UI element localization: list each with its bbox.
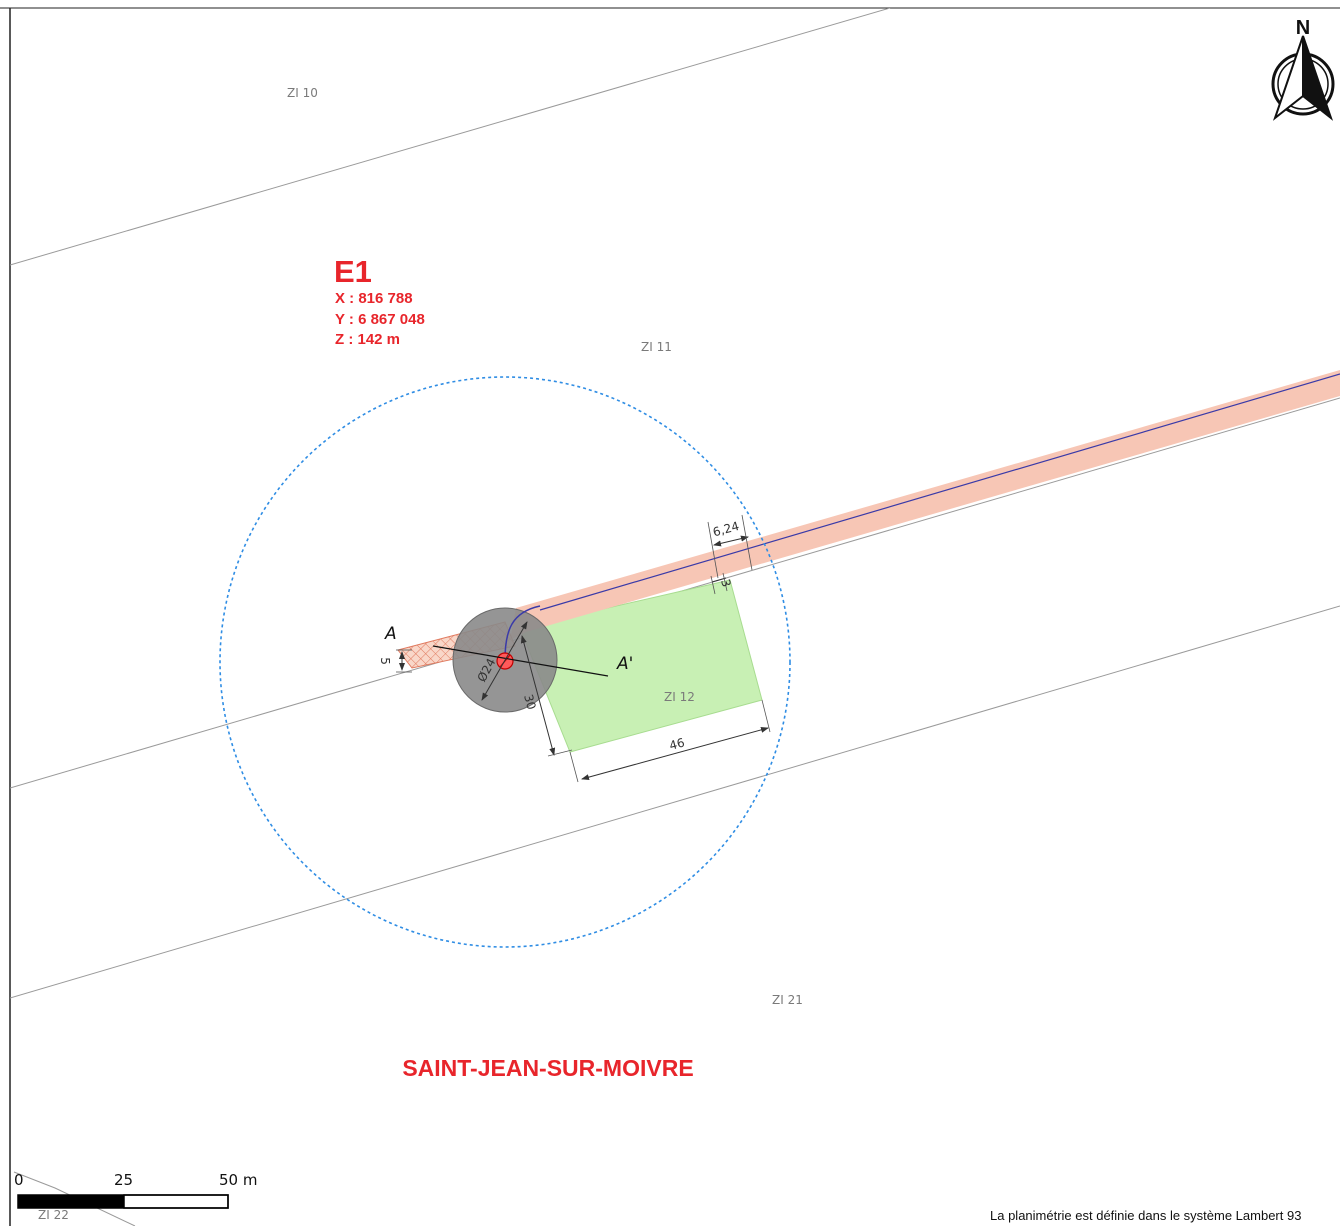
parcel-boundary-line xyxy=(10,605,1340,999)
scale-bar-tick-50: 50 m xyxy=(219,1171,257,1189)
dimension-platform-width-line xyxy=(581,726,769,781)
parcel-boundary-line xyxy=(10,8,891,266)
parcel-label-zi10: ZI 10 xyxy=(287,86,318,100)
dimension-diameter-line xyxy=(481,621,528,701)
parcel-label-zi12: ZI 12 xyxy=(664,690,695,704)
coordinate-system-note: La planimétrie est définie dans le systè… xyxy=(990,1208,1301,1223)
dimension-road-width-line xyxy=(713,535,749,547)
commune-name: SAINT-JEAN-SUR-MOIVRE xyxy=(402,1055,693,1081)
turbine-x-coordinate: X : 816 788 xyxy=(335,290,413,307)
scale-bar-tick-25: 25 xyxy=(114,1171,133,1189)
dimension-platform-depth-text: 30 xyxy=(521,693,538,711)
scale-bar xyxy=(17,1194,229,1209)
north-arrow-letter: N xyxy=(1296,17,1310,39)
dimension-shoulder-line xyxy=(711,577,727,583)
dimension-extension-line xyxy=(761,699,771,733)
dimension-extension-line xyxy=(569,751,579,783)
parcel-label-zi22: ZI 22 xyxy=(38,1208,69,1222)
access-road xyxy=(510,370,1340,640)
dimension-extension-line xyxy=(741,514,753,571)
section-label-start: A xyxy=(384,624,397,644)
dimension-extension-line xyxy=(722,572,728,592)
dimension-access-width-text: 5 xyxy=(378,657,392,665)
parcel-boundary-line xyxy=(13,1171,136,1226)
section-label-end: A' xyxy=(616,654,633,674)
turbine-y-coordinate: Y : 6 867 048 xyxy=(335,311,425,328)
turbine-id-label: E1 xyxy=(334,254,372,289)
dimension-shoulder-text: 3 xyxy=(718,577,734,588)
road-edge-line xyxy=(539,373,1340,611)
dimension-extension-line xyxy=(547,749,573,757)
parcel-label-zi21: ZI 21 xyxy=(772,993,803,1007)
dimension-road-width-text: 6,24 xyxy=(711,519,740,539)
dimension-platform-depth-line xyxy=(520,635,556,756)
dimension-extension-line xyxy=(710,575,716,595)
turbine-altitude: Z : 142 m xyxy=(335,331,400,348)
dimension-extension-line xyxy=(707,521,719,579)
overflight-radius-circle xyxy=(219,376,791,948)
parcel-label-zi11: ZI 11 xyxy=(641,340,672,354)
dimension-platform-width-text: 46 xyxy=(668,735,686,752)
north-arrow-icon xyxy=(1271,35,1335,121)
scale-bar-tick-0: 0 xyxy=(14,1171,24,1189)
